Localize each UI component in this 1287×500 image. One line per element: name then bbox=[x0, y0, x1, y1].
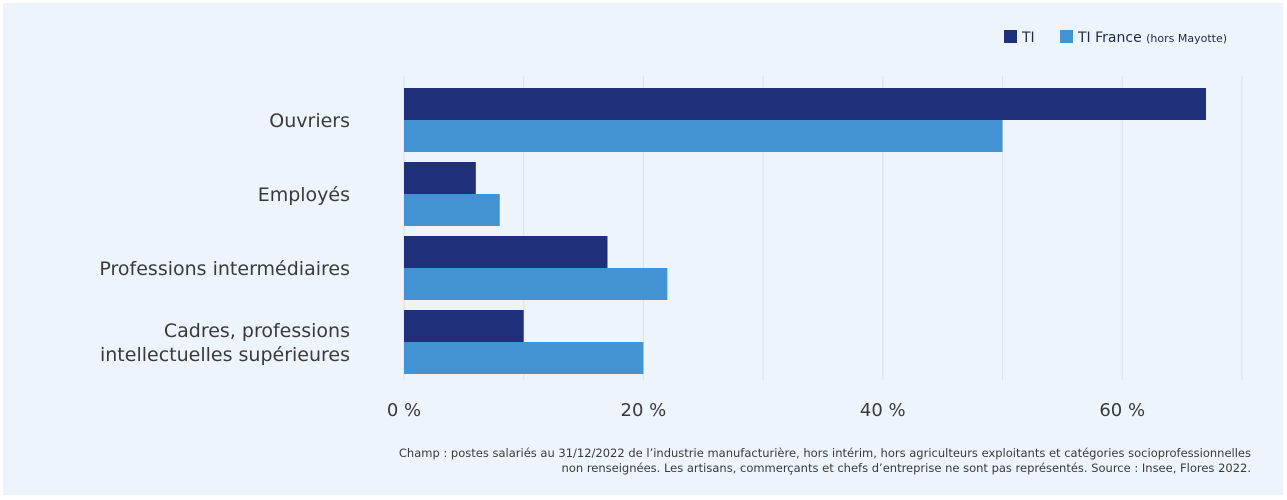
note-line-1: Champ : postes salariés au 31/12/2022 de… bbox=[398, 446, 1251, 460]
source-note: Champ : postes salariés au 31/12/2022 de… bbox=[251, 446, 1251, 476]
bar-ti bbox=[404, 88, 1206, 120]
note-line-2: non renseignées. Les artisans, commerçan… bbox=[561, 461, 1251, 475]
legend-swatch-ti bbox=[1004, 30, 1017, 43]
legend-swatch-ti-france bbox=[1060, 30, 1073, 43]
legend-label-main: TI France bbox=[1077, 30, 1146, 46]
x-tick-label: 0 % bbox=[387, 400, 421, 421]
bar-ti-france bbox=[404, 342, 644, 374]
category-label: Cadres, professions bbox=[164, 320, 350, 342]
category-label: Employés bbox=[258, 184, 350, 206]
legend-label-ti-france: TI France (hors Mayotte) bbox=[1077, 30, 1227, 46]
bar-ti bbox=[404, 162, 476, 194]
category-label: Professions intermédiaires bbox=[99, 258, 350, 280]
bar-ti-france bbox=[404, 268, 668, 300]
x-tick-label: 40 % bbox=[860, 400, 906, 421]
bar-ti-france bbox=[404, 120, 1003, 152]
legend-label-ti: TI bbox=[1021, 30, 1035, 46]
category-label: intellectuelles supérieures bbox=[100, 344, 350, 366]
x-tick-label: 20 % bbox=[621, 400, 667, 421]
bar-ti-france bbox=[404, 194, 500, 226]
bar-ti bbox=[404, 236, 608, 268]
category-label: Ouvriers bbox=[269, 110, 350, 132]
bar-ti bbox=[404, 310, 524, 342]
x-tick-label: 60 % bbox=[1099, 400, 1145, 421]
bar-chart: 0 % 20 % 40 % 60 % Ouvriers Employés Professio… bbox=[99, 30, 1243, 421]
legend-label-suffix: (hors Mayotte) bbox=[1146, 32, 1227, 45]
